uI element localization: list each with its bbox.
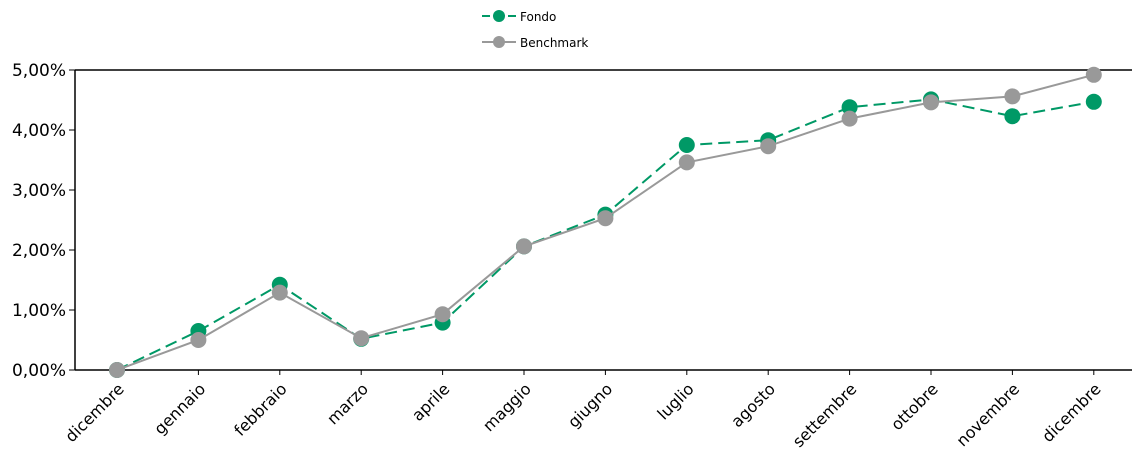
x-tick-label: marzo <box>323 379 372 428</box>
y-tick-label: 3,00% <box>12 181 66 201</box>
x-tick-label: agosto <box>727 379 779 431</box>
series-line-fondo <box>116 98 1094 371</box>
legend-label-fondo: Fondo <box>520 10 556 24</box>
legend: Fondo Benchmark <box>482 10 588 50</box>
data-point-benchmark <box>597 210 614 227</box>
chart-axes: 0,00% 1,00% 2,00% 3,00% 4,00% 5,00% dicembre ge… <box>12 61 1132 451</box>
x-tick-label: novembre <box>952 379 1023 450</box>
data-point-benchmark <box>841 110 858 127</box>
x-tick-label: febbraio <box>230 379 290 439</box>
data-point-benchmark <box>1085 66 1102 83</box>
data-point-benchmark <box>271 284 288 301</box>
x-tick-label: giugno <box>564 379 616 431</box>
x-tick-label: dicembre <box>61 379 128 446</box>
data-point-fondo <box>1085 93 1102 110</box>
y-tick-label: 5,00% <box>12 61 66 81</box>
y-tick-label: 4,00% <box>12 121 66 141</box>
data-point-benchmark <box>923 94 939 111</box>
data-point-benchmark <box>516 238 532 255</box>
data-point-fondo <box>678 137 695 153</box>
x-tick-label: dicembre <box>1038 379 1105 446</box>
series-layer <box>109 66 1102 378</box>
legend-marker-benchmark <box>493 36 505 48</box>
legend-marker-fondo <box>493 10 505 22</box>
data-point-benchmark <box>760 138 777 155</box>
data-point-benchmark <box>1004 88 1021 105</box>
data-point-benchmark <box>109 362 125 378</box>
x-tick-label: maggio <box>479 379 535 435</box>
x-tick-label: luglio <box>653 379 697 423</box>
data-point-fondo <box>841 99 858 116</box>
y-tick-label: 0,00% <box>12 361 66 381</box>
y-tick-label: 1,00% <box>12 301 66 321</box>
legend-item-fondo: Fondo <box>482 10 556 24</box>
x-tick-label: aprile <box>408 379 453 424</box>
x-tick-label: ottobre <box>887 379 942 434</box>
data-point-benchmark <box>190 332 207 348</box>
x-tick-label: gennaio <box>150 379 209 438</box>
y-tick-label: 2,00% <box>12 241 66 261</box>
data-point-benchmark <box>678 154 695 171</box>
data-point-fondo <box>1004 108 1021 125</box>
data-point-benchmark <box>353 330 370 347</box>
x-tick-label: settembre <box>789 379 861 451</box>
legend-item-benchmark: Benchmark <box>482 36 588 50</box>
legend-label-benchmark: Benchmark <box>520 36 588 50</box>
data-point-benchmark <box>434 306 451 323</box>
